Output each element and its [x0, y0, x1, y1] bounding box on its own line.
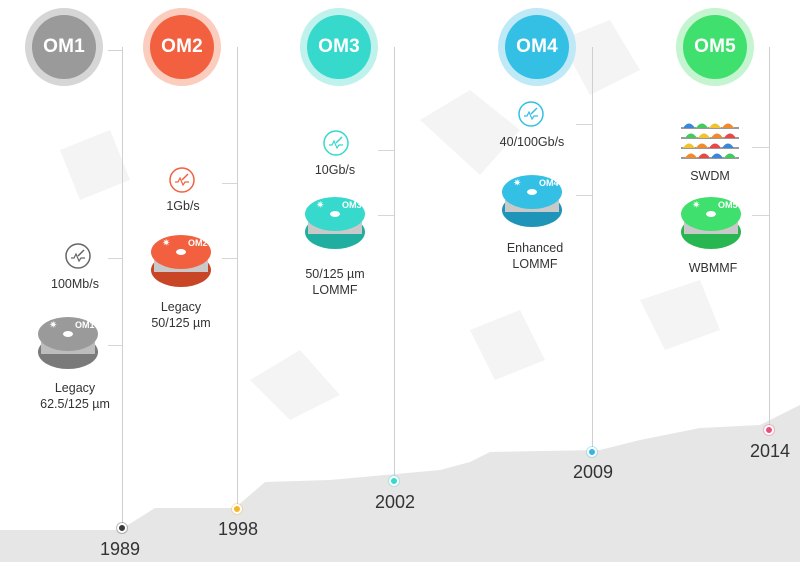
- ground-terrain: [0, 405, 800, 562]
